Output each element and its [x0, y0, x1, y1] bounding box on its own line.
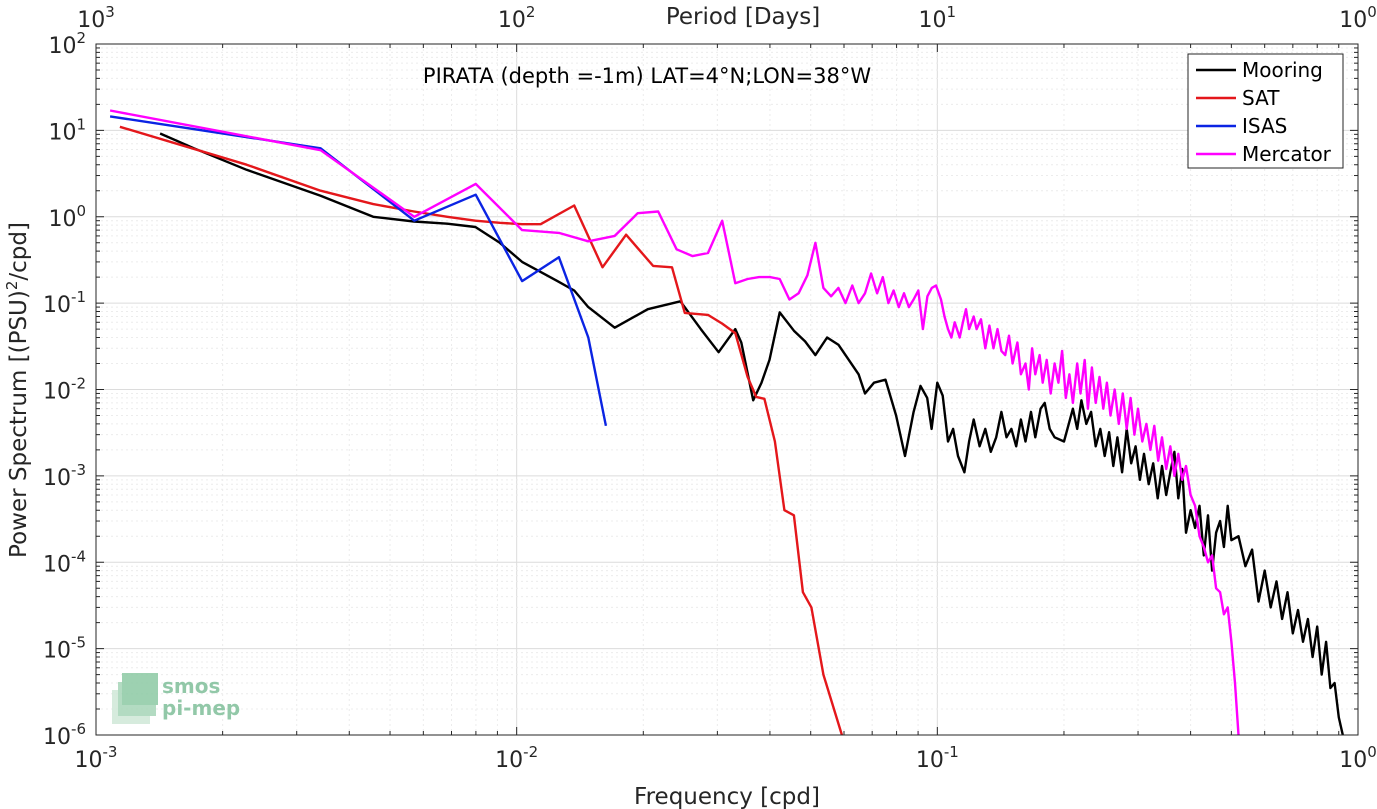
chart-title: PIRATA (depth =-1m) LAT=4°N;LON=38°W	[423, 64, 871, 88]
y-tick-label: 102	[48, 29, 86, 59]
y-axis-label: Power Spectrum [(PSU)2/cpd]	[3, 222, 32, 558]
top-tick-label: 102	[498, 3, 536, 33]
y-axis-label-superscript: 2	[3, 281, 21, 291]
grid	[95, 44, 1358, 736]
y-tick-label: 10-4	[43, 547, 86, 577]
x-tick-label: 10-2	[495, 743, 538, 773]
series-line-mercator	[109, 109, 1240, 735]
x-tick-labels: 10-3 10-2 10-1 100	[75, 743, 1377, 773]
x-tick-label: 10-3	[75, 743, 118, 773]
legend-label-mercator: Mercator	[1242, 142, 1332, 166]
y-tick-label: 10-6	[43, 720, 86, 750]
logo-shape-front	[122, 673, 158, 705]
legend-label-mooring: Mooring	[1242, 58, 1323, 82]
y-axis-label-tail: /cpd]	[6, 222, 32, 281]
y-axis-label-main: Power Spectrum [(PSU)	[6, 290, 32, 558]
series-lines	[109, 109, 1344, 735]
x-axis-label: Frequency [cpd]	[634, 784, 820, 809]
top-tick-label: 100	[1339, 3, 1377, 33]
logo-text-smos: smos	[162, 674, 220, 698]
legend: Mooring SAT ISAS Mercator	[1187, 53, 1344, 169]
y-tick-label: 100	[48, 202, 86, 232]
top-tick-labels: 103 102 101 100	[77, 3, 1377, 33]
legend-box	[1187, 53, 1344, 169]
top-tick-label: 103	[77, 3, 115, 33]
legend-label-isas: ISAS	[1242, 114, 1287, 138]
y-tick-label: 10-2	[43, 375, 86, 405]
y-tick-label: 10-1	[43, 288, 86, 318]
smos-pi-mep-logo: smos pi-mep	[112, 673, 240, 724]
series-line-sat	[119, 125, 844, 735]
top-axis-label: Period [Days]	[666, 4, 820, 30]
x-tick-label: 10-1	[916, 743, 959, 773]
logo-text-pi-mep: pi-mep	[162, 696, 240, 720]
y-tick-label: 101	[48, 115, 86, 145]
y-tick-label: 10-3	[43, 461, 86, 491]
top-tick-label: 101	[919, 3, 957, 33]
y-tick-labels: 10-6 10-5 10-4 10-3 10-2 10-1 100 101 102	[43, 29, 86, 750]
y-tick-label: 10-5	[43, 634, 86, 664]
tick-marks	[95, 43, 1359, 736]
legend-label-sat: SAT	[1242, 86, 1280, 110]
x-tick-label: 100	[1339, 743, 1377, 773]
